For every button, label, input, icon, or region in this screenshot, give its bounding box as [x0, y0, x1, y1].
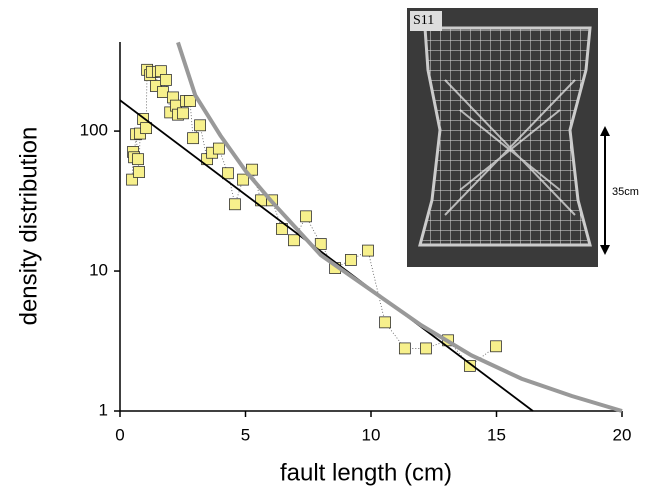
data-point: [212, 142, 225, 155]
data-point: [133, 166, 145, 178]
data-point: [149, 80, 162, 92]
data-point: [194, 119, 206, 132]
data-point: [314, 238, 327, 250]
x-tick-label: 15: [487, 425, 506, 444]
data-point: [379, 316, 391, 329]
x-tick-label: 0: [115, 425, 124, 444]
data-point: [420, 342, 432, 355]
x-tick-label: 20: [613, 425, 632, 444]
scale-label: 35cm: [612, 186, 639, 198]
data-point: [345, 254, 357, 266]
data-point: [140, 122, 153, 135]
data-point: [237, 173, 249, 186]
y-tick-label: 1: [99, 400, 108, 419]
data-point: [490, 340, 502, 353]
data-point: [160, 74, 172, 86]
x-axis-title: fault length (cm): [280, 459, 452, 486]
data-point: [398, 342, 411, 355]
data-point: [275, 223, 288, 235]
inset-photo: S11: [407, 8, 598, 267]
y-axis-title: density distribution: [15, 127, 42, 326]
data-point: [229, 198, 241, 211]
data-point: [300, 210, 312, 223]
data-point: [132, 153, 144, 166]
y-tick-label: 10: [89, 261, 108, 280]
y-tick-label: 100: [80, 121, 108, 140]
data-point: [157, 86, 169, 98]
fit-line: [176, 41, 623, 413]
data-point: [362, 244, 374, 257]
inset-label: S11: [413, 13, 434, 28]
data-point: [288, 234, 300, 247]
data-point: [184, 95, 196, 107]
data-point: [463, 360, 476, 372]
data-point: [126, 173, 138, 186]
data-point: [187, 132, 199, 145]
x-tick-label: 5: [241, 425, 250, 444]
data-point: [222, 167, 234, 180]
data-point: [177, 107, 189, 120]
x-tick-label: 10: [362, 425, 381, 444]
fit-line: [119, 99, 534, 412]
